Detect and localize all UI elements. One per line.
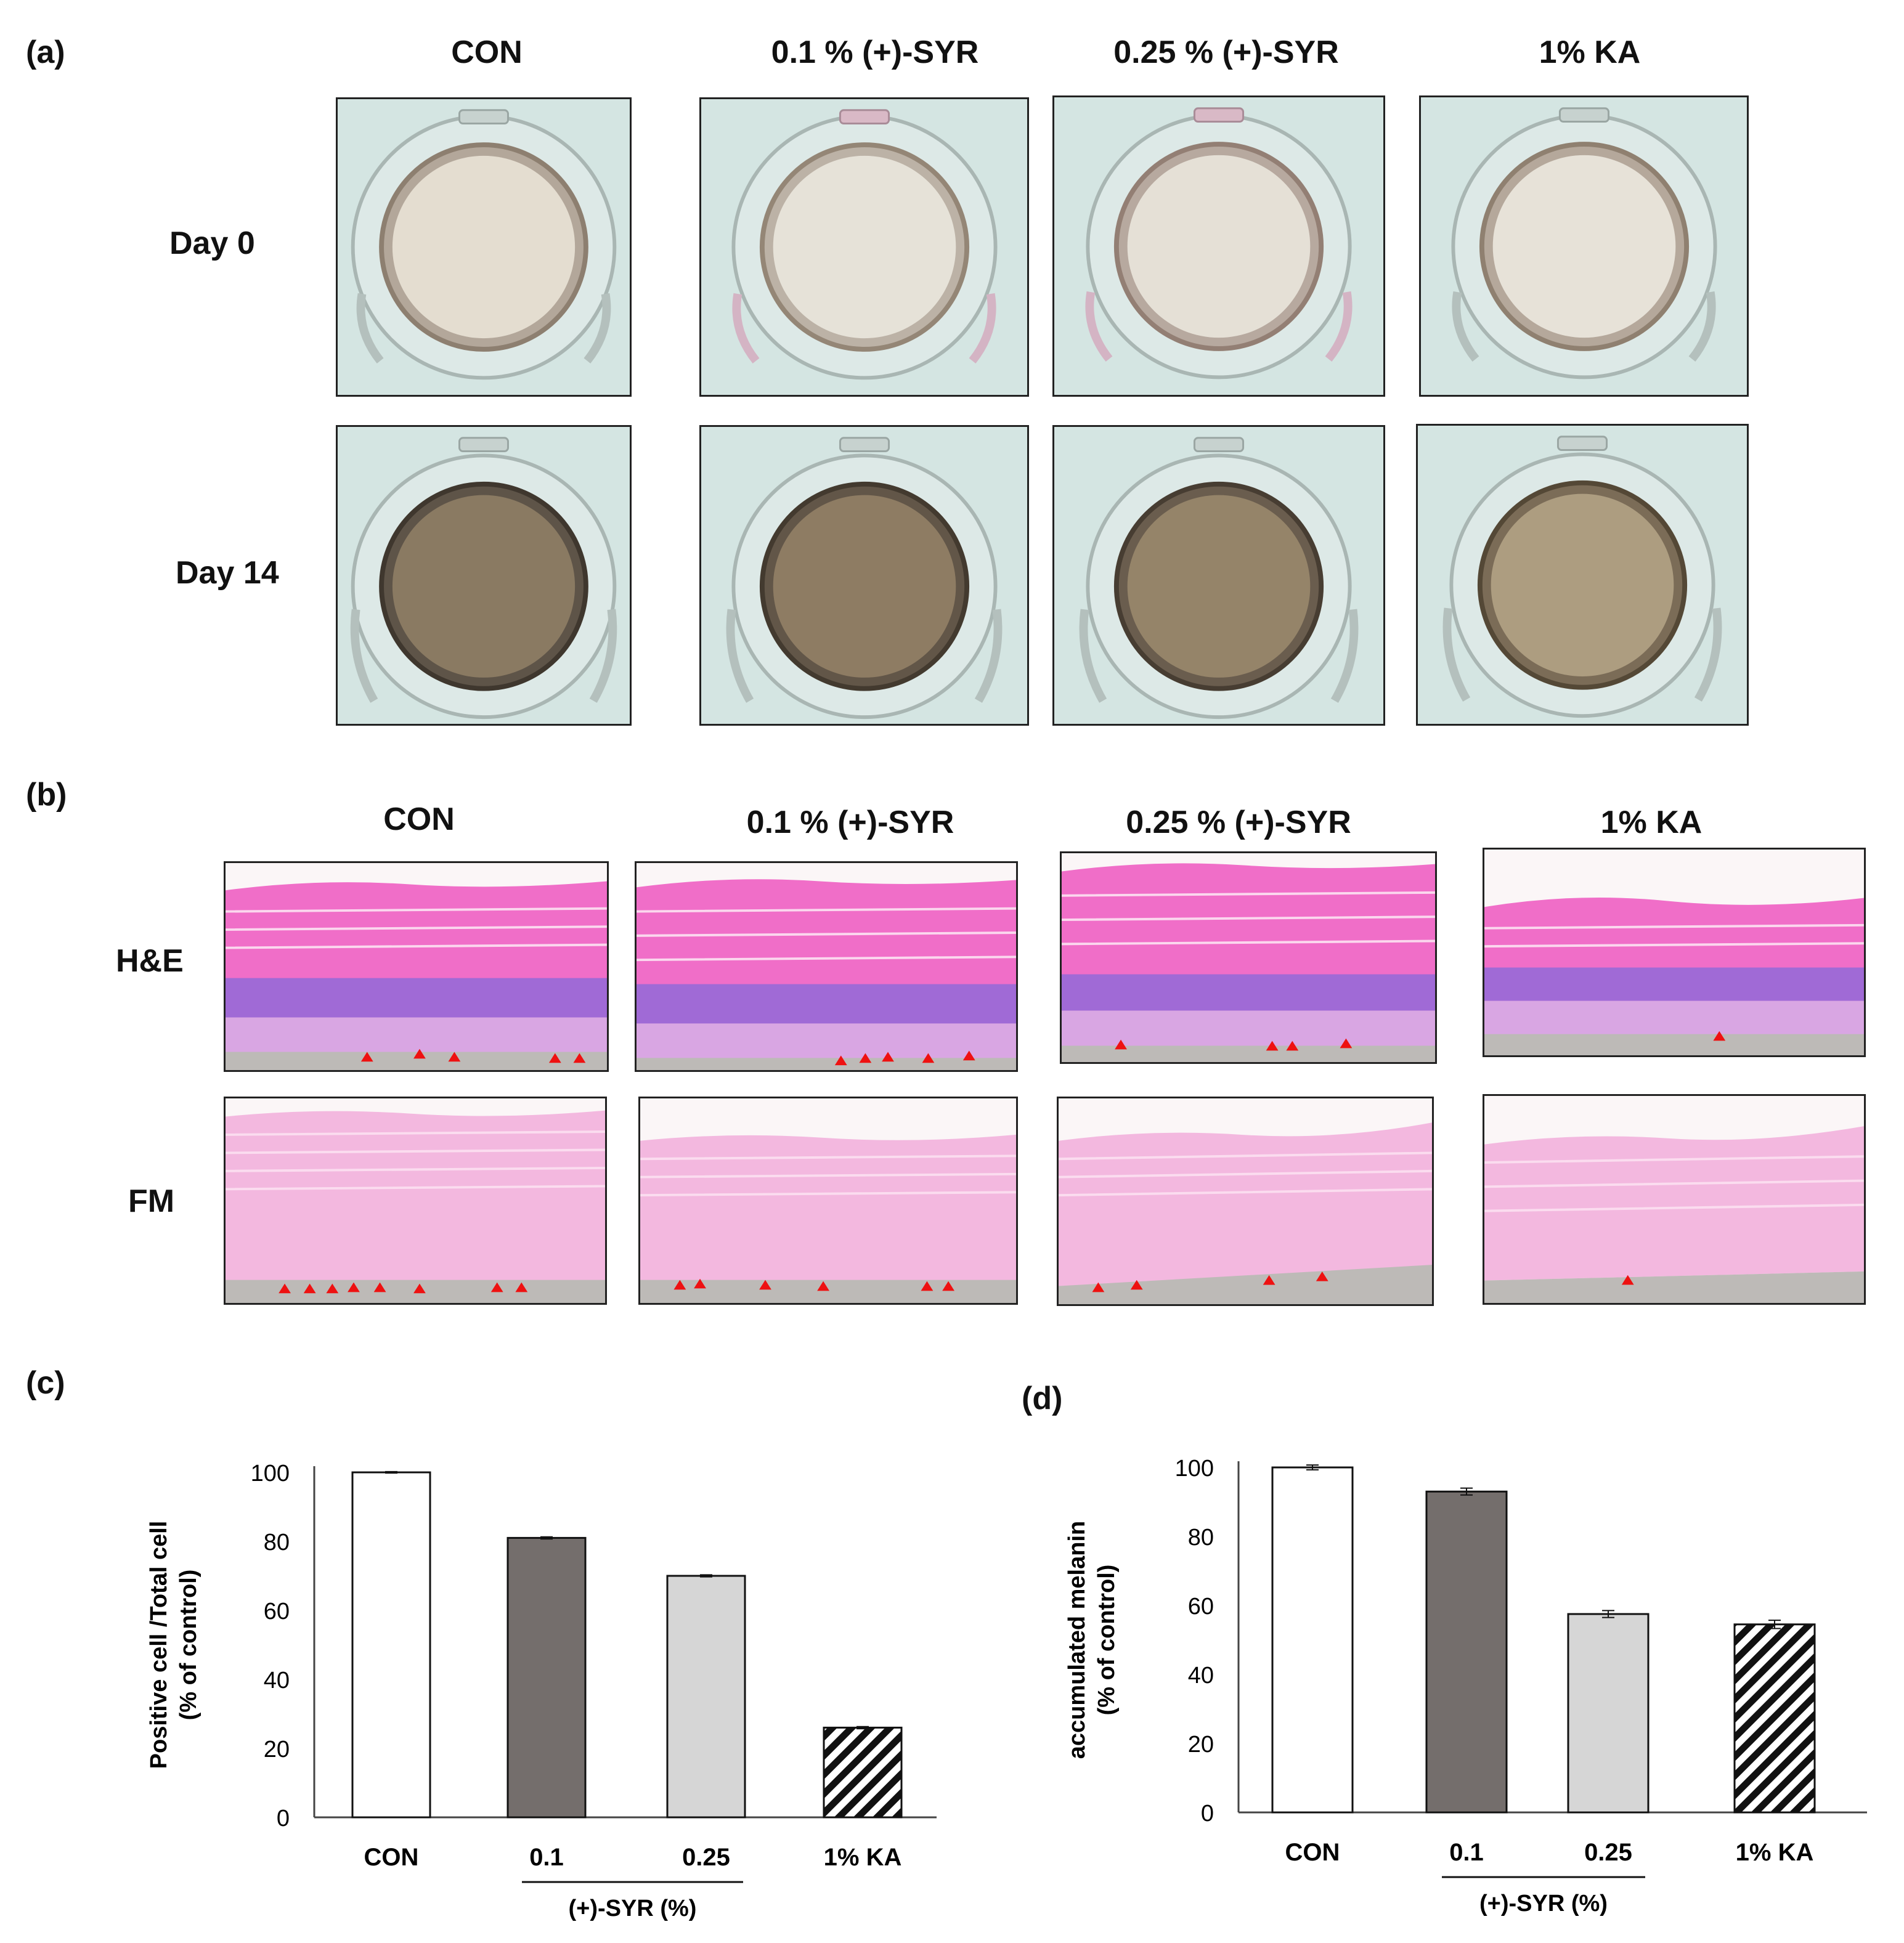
bar-1ka: [1733, 1623, 1816, 1814]
panel-a-row-day14: Day 14: [176, 555, 279, 591]
well-image: [701, 99, 1027, 395]
well-image: [1054, 427, 1383, 724]
y-tick-label: 100: [1175, 1456, 1214, 1482]
well-image: [701, 427, 1027, 724]
histology-he-syr025: [1060, 851, 1437, 1064]
well-image: [1421, 97, 1747, 395]
panel-c-label: (c): [26, 1365, 65, 1401]
y-axis-label: Positive cell /Total cell (% of control): [146, 1521, 201, 1769]
y-tick-label: 0: [277, 1806, 290, 1831]
histology-he-ka: [1483, 848, 1866, 1057]
chart-d: 0 20 40 60 80 100 accumulated melanin (% of con…: [1064, 1456, 1867, 1917]
panel-a-col-syr025: 0.25 % (+)-SYR: [1113, 34, 1339, 70]
y-tick-label: 20: [264, 1737, 290, 1762]
well-photo-day14-con: [336, 425, 632, 726]
y-tick-label: 80: [264, 1530, 290, 1556]
histology-image: [640, 1098, 1016, 1303]
bar-1ka: [823, 1726, 903, 1819]
bar-con: [351, 1471, 431, 1819]
panel-b-row-he: H&E: [116, 943, 184, 979]
well-photo-day14-syr025: [1052, 425, 1385, 726]
x-tick-label: 0.1: [1449, 1839, 1484, 1866]
bar-01: [507, 1536, 587, 1819]
x-tick-label: 0.25: [682, 1844, 730, 1871]
group-label: (+)-SYR (%): [1479, 1891, 1608, 1917]
y-tick-label: 20: [1188, 1732, 1214, 1758]
panel-a-col-con: CON: [451, 34, 523, 70]
histology-fm-ka: [1483, 1094, 1866, 1305]
panel-b-col-ka: 1% KA: [1600, 805, 1703, 840]
histology-fm-syr025: [1057, 1097, 1434, 1306]
histology-image: [1484, 1096, 1864, 1303]
y-tick-label: 100: [251, 1461, 290, 1487]
panel-a-row-day0: Day 0: [169, 225, 255, 261]
y-tick-label: 40: [264, 1668, 290, 1694]
well-photo-day0-syr025: [1052, 95, 1385, 397]
panel-a-col-syr01: 0.1 % (+)-SYR: [771, 34, 979, 70]
panel-b-col-syr01: 0.1 % (+)-SYR: [746, 805, 954, 840]
histology-fm-con: [224, 1097, 607, 1305]
panel-a-col-ka: 1% KA: [1539, 34, 1641, 70]
y-tick-label: 0: [1201, 1801, 1214, 1827]
x-tick-label: CON: [1285, 1839, 1340, 1866]
y-tick-label: 40: [1188, 1663, 1214, 1689]
bar-con: [1271, 1466, 1354, 1814]
chart-c: 0 20 40 60 80 100 Positive cell /Total cell (% …: [146, 1461, 937, 1921]
panel-a-label: (a): [26, 34, 65, 70]
histology-image: [637, 863, 1016, 1070]
y-axis-label: accumulated melanin (% of control): [1064, 1521, 1120, 1759]
y-tick-label: 60: [1188, 1594, 1214, 1620]
y-tick-label: 60: [264, 1599, 290, 1625]
x-tick-label: 1% KA: [1736, 1839, 1814, 1866]
histology-image: [226, 1098, 605, 1303]
bar-025: [1567, 1613, 1650, 1814]
histology-he-con: [224, 861, 609, 1072]
well-photo-day0-ka: [1419, 95, 1749, 397]
histology-image: [1059, 1098, 1432, 1304]
well-image: [1418, 426, 1747, 724]
well-photo-day14-syr01: [699, 425, 1029, 726]
well-image: [1054, 97, 1383, 395]
well-image: [338, 99, 630, 395]
x-tick-label: 1% KA: [824, 1844, 902, 1871]
bar-01: [1425, 1490, 1508, 1814]
y-tick-label: 80: [1188, 1525, 1214, 1551]
panel-b-col-con: CON: [383, 801, 455, 837]
panel-d-label: (d): [1022, 1381, 1063, 1416]
histology-fm-syr01: [638, 1097, 1018, 1305]
y-axis-label-line1: accumulated melanin: [1064, 1521, 1090, 1759]
panel-b-col-syr025: 0.25 % (+)-SYR: [1126, 805, 1351, 840]
panel-b-label: (b): [26, 777, 67, 813]
histology-he-syr01: [635, 861, 1018, 1072]
histology-image: [1484, 850, 1864, 1055]
histology-image: [1062, 853, 1435, 1062]
histology-image: [226, 863, 607, 1070]
well-photo-day0-syr01: [699, 97, 1029, 397]
x-tick-label: 0.1: [529, 1844, 564, 1871]
bar-025: [666, 1575, 746, 1819]
y-axis-label-line2: (% of control): [1094, 1565, 1120, 1716]
well-image: [338, 427, 630, 724]
panel-b-row-fm: FM: [128, 1183, 175, 1219]
group-label: (+)-SYR (%): [569, 1896, 697, 1921]
well-photo-day0-con: [336, 97, 632, 397]
x-tick-label: 0.25: [1584, 1839, 1632, 1866]
x-tick-label: CON: [364, 1844, 419, 1871]
y-axis-label-line2: (% of control): [176, 1570, 201, 1721]
well-photo-day14-ka: [1416, 424, 1749, 726]
y-axis-label-line1: Positive cell /Total cell: [146, 1521, 172, 1769]
